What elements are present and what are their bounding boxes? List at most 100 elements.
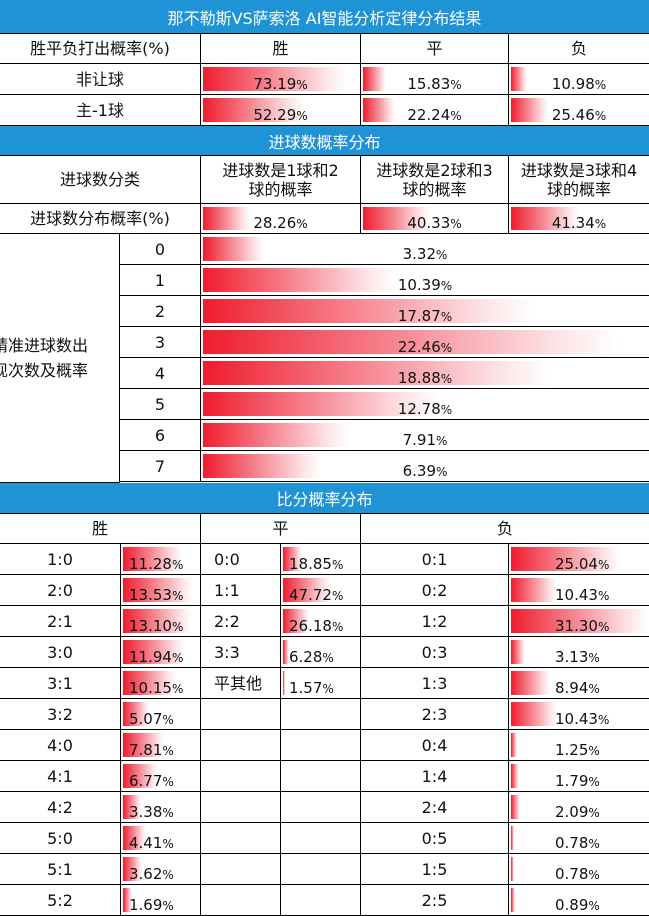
win-score-prob-cell: 3.38% [120,792,200,822]
win-score-cell: 3:2 [0,699,120,729]
win-score-cell: 3:1 [0,668,120,698]
probability-bar [511,578,557,602]
outcome-header-row: 胜平负打出概率(%) 胜 平 负 [0,34,649,64]
category-line-2: 球的概率 [402,179,467,199]
probability-number: 5.07 [129,710,163,728]
win-score-cell: 4:1 [0,761,120,791]
percent-sign: % [162,899,174,913]
percent-sign: % [440,403,453,417]
probability-bar [511,826,515,850]
probability-number: 2.09 [555,803,589,821]
percent-sign: % [588,744,600,758]
probability-number: 4.41 [129,834,163,852]
probability-value: 22.24% [361,106,508,124]
percent-sign: % [171,620,184,634]
exact-goals-label-line-1: 精准进球数出 [0,336,89,355]
goal-distribution-cell: 40.33% [360,204,508,233]
probability-number: 40.33 [407,214,451,232]
percent-sign: % [322,651,334,665]
goal-prob-cell: 7.91% [200,420,649,450]
goal-category-row: 进球数分类 进球数是1球和2 球的概率 进球数是2球和3 球的概率 进球数是3球和4 球的概… [0,156,649,204]
draw-score-prob-cell: 26.18% [280,606,360,636]
percent-sign: % [588,806,600,820]
percent-sign: % [588,899,600,913]
draw-score: 0:0 [214,549,240,569]
lose-score-prob-cell: 31.30% [508,606,649,636]
probability-value: 52.29% [201,106,360,124]
win-score-prob-cell: 11.28% [120,544,200,574]
probability-number: 1.57 [289,679,323,697]
goal-count-cell: 3 [120,327,200,357]
goal-count: 5 [154,394,166,414]
goal-prob-cell: 22.46% [200,327,649,357]
outcome-header-text: 胜平负打出概率(%) [30,39,170,58]
win-score: 5:1 [47,859,73,879]
percent-sign: % [588,775,600,789]
probability-number: 13.53 [129,586,172,604]
lose-score-cell: 0:1 [360,544,508,574]
probability-bar [123,547,182,571]
percent-sign: % [296,78,308,92]
category-line-2: 球的概率 [546,179,611,199]
probability-bar [511,764,519,788]
handicap-label: 主-1球 [76,100,124,120]
probability-value: 13.10% [129,617,183,635]
probability-bar [203,330,619,354]
exact-goals-row: 4 18.88% [120,358,649,389]
probability-number: 26.18 [289,617,332,635]
draw-score-cell: 0:0 [200,544,280,574]
handicap-label: 非让球 [75,69,124,89]
lose-score-cell: 2:3 [360,699,508,729]
probability-value: 10.39% [201,276,649,294]
outcome-row-label: 主-1球 [0,95,200,125]
exact-goals-row: 6 7.91% [120,420,649,451]
percent-sign: % [436,465,448,479]
lose-header-cell: 负 [508,34,649,63]
win-score: 4:2 [47,797,73,817]
probability-bar [511,67,527,91]
lose-score: 1:2 [421,611,448,631]
lose-header: 负 [570,39,587,58]
win-score-prob-cell: 13.10% [120,606,200,636]
goal-category-text: 进球数是3球和4 球的概率 [509,156,649,203]
probability-number: 22.46 [397,338,441,356]
win-header-cell: 胜 [200,34,360,63]
probability-value: 1.79% [555,772,600,790]
report-title: 那不勒斯VS萨索洛 AI智能分析定律分布结果 [0,0,649,34]
probability-number: 3.13 [555,648,589,666]
win-score-cell: 2:0 [0,575,120,605]
probability-value: 4.41% [129,834,174,852]
empty-cell [280,730,360,760]
percent-sign: % [440,310,453,324]
empty-cell [200,761,280,791]
probability-bar [123,888,132,912]
lose-score-cell: 0:2 [360,575,508,605]
probability-bar [283,547,302,571]
probability-bar [203,207,250,230]
percent-sign: % [171,558,184,572]
probability-number: 8.94 [555,679,589,697]
win-score-cell: 1:0 [0,544,120,574]
win-score-prob-cell: 5.07% [120,699,200,729]
probability-value: 47.72% [289,586,343,604]
lose-score-cell: 0:5 [360,823,508,853]
probability-bar [511,702,557,726]
lose-score-cell: 1:4 [360,761,508,791]
probability-number: 6.39 [402,462,436,480]
score-row: 3:2 5.07% 2:3 10.43% [0,699,649,730]
percent-sign: % [440,341,453,355]
empty-cell [200,885,280,915]
win-score: 3:2 [47,704,73,724]
probability-value: 0.78% [555,865,600,883]
score-draw-header: 平 [272,519,289,538]
win-score-prob-cell: 1.69% [120,885,200,915]
empty-cell [280,885,360,915]
lose-score: 2:3 [421,704,448,724]
score-row: 5:1 3.62% 1:5 0.78% [0,854,649,885]
goal-category-cell: 进球数是1球和2 球的概率 [200,156,360,203]
probability-bar [511,733,517,757]
goal-prob-cell: 6.39% [200,451,649,481]
probability-value: 18.88% [201,369,649,387]
probability-number: 0.78 [555,834,589,852]
probability-value: 3.62% [129,865,174,883]
